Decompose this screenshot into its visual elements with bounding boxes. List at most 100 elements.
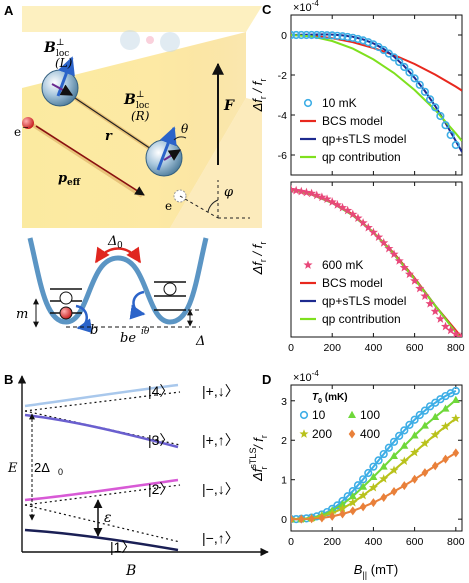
legend-marker — [303, 98, 313, 108]
svg-text:B: B — [123, 92, 136, 108]
level-1 — [24, 528, 179, 552]
data-point-0 — [368, 227, 378, 237]
data-point-1 — [420, 421, 429, 429]
x-tick-label: 200 — [323, 536, 341, 548]
level-2 — [24, 478, 179, 502]
data-point-3 — [380, 492, 388, 502]
data-point-0 — [384, 243, 394, 253]
data-point-0 — [425, 95, 435, 104]
data-point-0 — [307, 30, 316, 40]
data-point-0 — [363, 222, 373, 232]
y-axis-label: ΔfsTLSr / fr — [248, 435, 269, 482]
data-point-0 — [440, 321, 451, 331]
data-point-0 — [384, 443, 393, 452]
data-point-2 — [440, 421, 451, 431]
data-point-2 — [399, 456, 409, 466]
data-point-1 — [390, 451, 399, 460]
panel-d-label: D — [262, 372, 271, 387]
axis-multiplier: ×10-4 — [293, 369, 319, 384]
x-tick-label: 0 — [288, 536, 294, 548]
faded-spin-icon — [160, 32, 180, 52]
data-point-0 — [317, 30, 327, 40]
data-point-0 — [374, 232, 384, 242]
svg-text:r: r — [105, 129, 113, 144]
svg-text:iθ: iθ — [141, 327, 150, 337]
y-tick-label: 3 — [281, 396, 287, 408]
data-point-0 — [395, 57, 404, 67]
legend-label: BCS model — [322, 114, 383, 128]
data-point-1 — [431, 412, 440, 420]
data-point-0 — [389, 249, 399, 259]
data-point-3 — [328, 511, 336, 521]
legend-marker — [348, 429, 356, 439]
svg-text:0: 0 — [117, 241, 123, 251]
data-point-0 — [379, 449, 388, 459]
data-point-3 — [370, 498, 377, 508]
data-point-0 — [312, 30, 321, 40]
legend-marker — [348, 410, 356, 418]
data-point-2 — [337, 503, 348, 513]
data-point-0 — [369, 462, 378, 471]
y-axis-label: Δfr / fr — [250, 242, 268, 276]
data-point-3 — [442, 454, 449, 464]
data-point-0 — [456, 332, 462, 337]
legend-marker — [303, 260, 313, 269]
x-tick-label: 400 — [365, 342, 383, 354]
data-point-1 — [348, 492, 357, 500]
svg-text:θ: θ — [181, 122, 189, 136]
data-point-0 — [446, 325, 456, 335]
data-point-1 — [369, 472, 378, 480]
data-point-0 — [415, 80, 424, 89]
data-point-3 — [411, 474, 418, 484]
data-point-0 — [292, 30, 301, 40]
data-point-0 — [415, 410, 424, 420]
svg-text:p: p — [58, 171, 67, 186]
data-point-0 — [353, 481, 363, 490]
svg-text:E: E — [7, 461, 18, 476]
data-point-0 — [431, 103, 440, 112]
level-3 — [24, 413, 179, 449]
b-loc-label: B — [43, 40, 56, 56]
data-point-3 — [298, 514, 305, 524]
data-point-0 — [400, 62, 409, 72]
data-point-0 — [384, 49, 393, 58]
legend-label: qp+sTLS model — [322, 294, 406, 308]
axis-multiplier: ×10-4 — [293, 0, 319, 14]
data-point-3 — [339, 509, 346, 519]
data-point-0 — [389, 437, 399, 446]
svg-text:Δ: Δ — [107, 234, 117, 249]
data-point-0 — [404, 269, 415, 279]
data-point-0 — [395, 431, 404, 441]
svg-text:−: − — [22, 123, 29, 132]
legend-label: 600 mK — [322, 258, 363, 272]
panel-c-label: C — [262, 2, 272, 17]
y-tick-label: 2 — [281, 435, 287, 447]
x-tick-label: 800 — [447, 536, 465, 548]
data-point-0 — [359, 36, 368, 45]
svg-text:|3〉: |3〉 — [148, 432, 173, 448]
x-tick-label: 200 — [323, 342, 341, 354]
data-point-3 — [349, 506, 357, 516]
data-point-3 — [359, 502, 367, 512]
data-point-0 — [410, 74, 419, 83]
plot-frame — [290, 14, 463, 176]
data-point-0 — [425, 298, 435, 308]
data-point-0 — [394, 256, 404, 265]
data-point-3 — [308, 514, 315, 524]
data-point-0 — [379, 238, 389, 247]
svg-text:(R): (R) — [131, 109, 150, 123]
data-point-2 — [389, 465, 399, 475]
panel-d-chart: 0 200 400 600 800 0 1 2 3 ×10-4 ΔfsTLSr / fr B|| (m… — [248, 369, 465, 580]
svg-text:|−,↑〉: |−,↑〉 — [202, 530, 239, 546]
svg-text:|+,↑〉: |+,↑〉 — [202, 432, 239, 448]
data-point-1 — [379, 462, 388, 470]
svg-text:loc: loc — [136, 101, 149, 111]
y-tick-label: 0 — [281, 30, 287, 42]
svg-text:e: e — [165, 199, 172, 213]
data-point-3 — [390, 487, 398, 497]
data-point-0 — [297, 30, 306, 40]
data-point-1 — [441, 404, 450, 412]
legend-marker — [299, 429, 309, 438]
legend-label: 200 — [312, 427, 332, 441]
data-point-0 — [410, 276, 420, 285]
